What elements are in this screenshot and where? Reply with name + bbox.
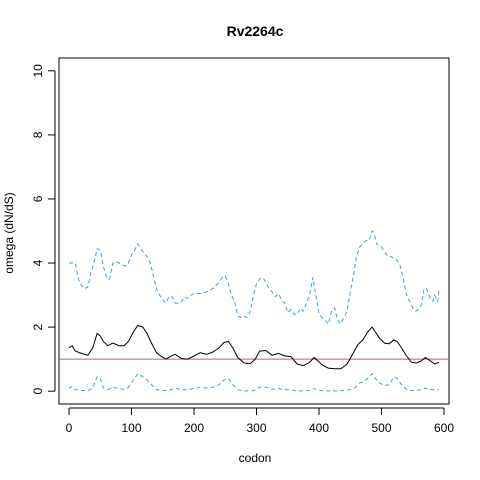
- x-tick-label: 0: [66, 421, 73, 435]
- dashed-series-line-1: [69, 230, 440, 325]
- y-tick-label: 6: [31, 195, 45, 202]
- x-tick-label: 500: [371, 421, 391, 435]
- chart-title: Rv2264c: [227, 23, 284, 39]
- plot-area: [59, 230, 449, 392]
- y-tick-label: 4: [31, 259, 45, 266]
- y-tick-label: 8: [31, 131, 45, 138]
- y-tick-label: 2: [31, 323, 45, 330]
- y-axis: 0 2 4 6 8 10: [31, 64, 56, 395]
- solid-series-line-0: [68, 324, 440, 370]
- x-tick-label: 300: [246, 421, 266, 435]
- x-tick-label: 100: [121, 421, 141, 435]
- y-tick-label: 10: [31, 64, 45, 78]
- x-axis-label: codon: [239, 451, 272, 465]
- y-axis-label: omega (dN/dS): [2, 192, 16, 273]
- y-tick-label: 0: [31, 388, 45, 395]
- x-tick-label: 400: [309, 421, 329, 435]
- x-axis: 0 100 200 300 400 500 600: [66, 407, 454, 435]
- plot-frame: [58, 57, 450, 405]
- dashed-series-line-2: [68, 372, 439, 392]
- x-tick-label: 200: [184, 421, 204, 435]
- x-tick-label: 600: [434, 421, 454, 435]
